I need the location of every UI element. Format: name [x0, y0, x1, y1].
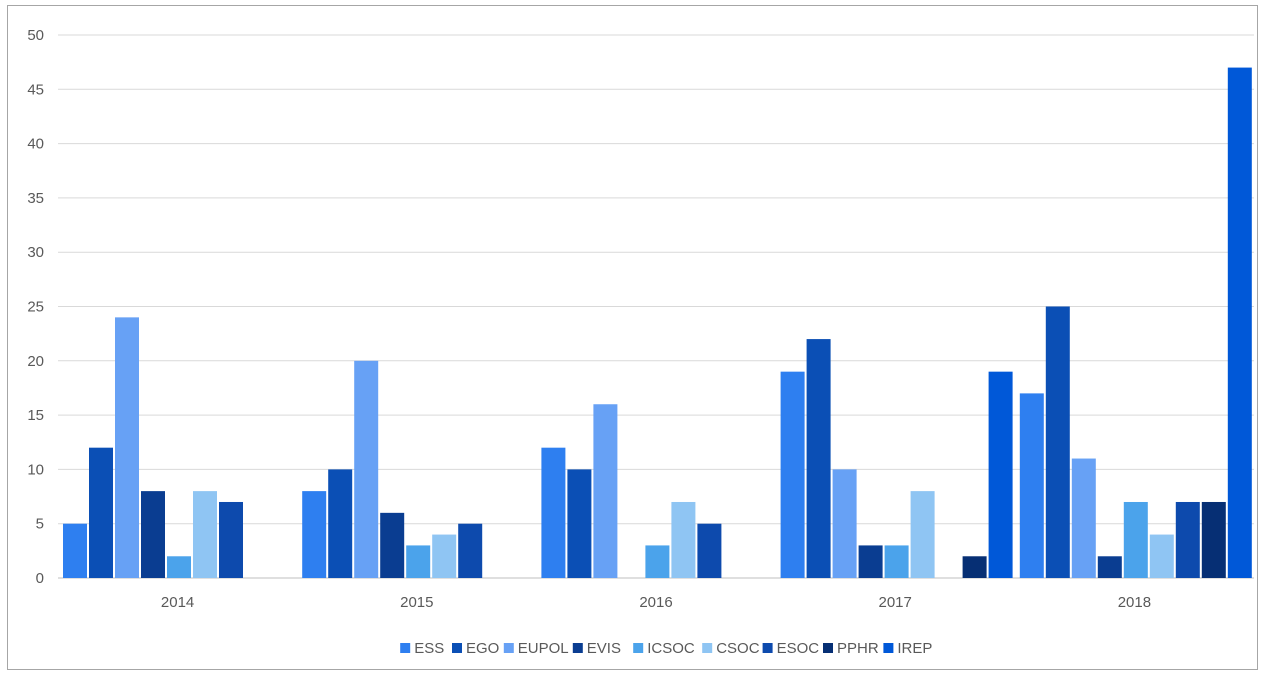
- legend-swatch-ego: [452, 643, 462, 653]
- bar-icsoc-2016: [645, 545, 670, 578]
- legend-swatch-evis: [572, 643, 583, 653]
- y-tick-label: 45: [27, 81, 44, 98]
- y-tick-label: 10: [27, 461, 44, 478]
- bar-ess-2017: [780, 371, 805, 578]
- legend-swatch-icsoc: [633, 643, 644, 653]
- y-tick-label: 25: [27, 299, 44, 316]
- bar-ess-2016: [541, 447, 566, 578]
- legend-swatch-eupol: [503, 643, 514, 653]
- legend-swatch-csoc: [702, 643, 713, 653]
- x-tick-label: 2014: [161, 594, 194, 611]
- y-tick-label: 40: [27, 136, 44, 153]
- legend-label-eupol: EUPOL: [518, 640, 569, 657]
- bar-csoc-2015: [432, 534, 457, 578]
- y-tick-label: 20: [27, 353, 44, 370]
- bar-icsoc-2014: [167, 556, 191, 578]
- bar-irep-2017: [988, 371, 1013, 578]
- bar-ess-2014: [63, 523, 87, 578]
- legend-label-icsoc: ICSOC: [647, 640, 695, 657]
- legend-swatch-ess: [400, 643, 411, 653]
- bar-eupol-2015: [354, 360, 379, 578]
- bar-ego-2014: [89, 447, 113, 578]
- x-tick-label: 2015: [400, 594, 433, 611]
- bar-ego-2018: [1045, 306, 1070, 578]
- bar-eupol-2017: [832, 469, 857, 578]
- y-tick-label: 30: [27, 244, 44, 261]
- legend-label-evis: EVIS: [587, 640, 621, 657]
- bar-eupol-2016: [593, 404, 618, 578]
- bar-icsoc-2018: [1123, 501, 1148, 578]
- bar-evis-2017: [858, 545, 883, 578]
- legend-label-csoc: CSOC: [716, 640, 760, 657]
- bar-eupol-2018: [1071, 458, 1096, 578]
- y-tick-label: 50: [27, 27, 44, 44]
- bar-esoc-2016: [697, 523, 722, 578]
- bar-csoc-2018: [1149, 534, 1174, 578]
- bar-ego-2016: [567, 469, 592, 578]
- bar-esoc-2015: [458, 523, 483, 578]
- legend-label-ego: EGO: [466, 640, 499, 657]
- legend-swatch-esoc: [762, 643, 773, 653]
- bar-evis-2015: [380, 512, 405, 578]
- bar-icsoc-2015: [406, 545, 431, 578]
- bar-evis-2018: [1097, 556, 1122, 578]
- bar-ess-2015: [302, 491, 327, 578]
- legend-swatch-pphr: [823, 643, 833, 653]
- y-tick-label: 0: [36, 570, 44, 587]
- bar-esoc-2018: [1175, 501, 1200, 578]
- bar-csoc-2017: [910, 491, 935, 578]
- bar-pphr-2018: [1201, 501, 1226, 578]
- y-tick-label: 15: [27, 407, 44, 424]
- bar-csoc-2014: [193, 491, 217, 578]
- bar-eupol-2014: [115, 317, 139, 578]
- bar-ess-2018: [1019, 393, 1044, 578]
- bar-irep-2018: [1227, 67, 1252, 578]
- bar-pphr-2017: [962, 556, 987, 578]
- x-tick-label: 2017: [879, 594, 912, 611]
- y-tick-label: 5: [36, 516, 44, 533]
- bar-esoc-2014: [219, 501, 243, 578]
- legend-label-irep: IREP: [897, 640, 932, 657]
- y-tick-label: 35: [27, 190, 44, 207]
- legend-swatch-irep: [883, 643, 894, 653]
- bar-ego-2015: [328, 469, 353, 578]
- bar-ego-2017: [806, 339, 831, 578]
- x-tick-label: 2016: [639, 594, 672, 611]
- legend-label-ess: ESS: [414, 640, 444, 657]
- x-tick-label: 2018: [1118, 594, 1151, 611]
- bar-csoc-2016: [671, 501, 696, 578]
- legend-label-pphr: PPHR: [837, 640, 879, 657]
- bar-evis-2014: [141, 491, 165, 578]
- bar-icsoc-2017: [884, 545, 909, 578]
- legend-label-esoc: ESOC: [777, 640, 820, 657]
